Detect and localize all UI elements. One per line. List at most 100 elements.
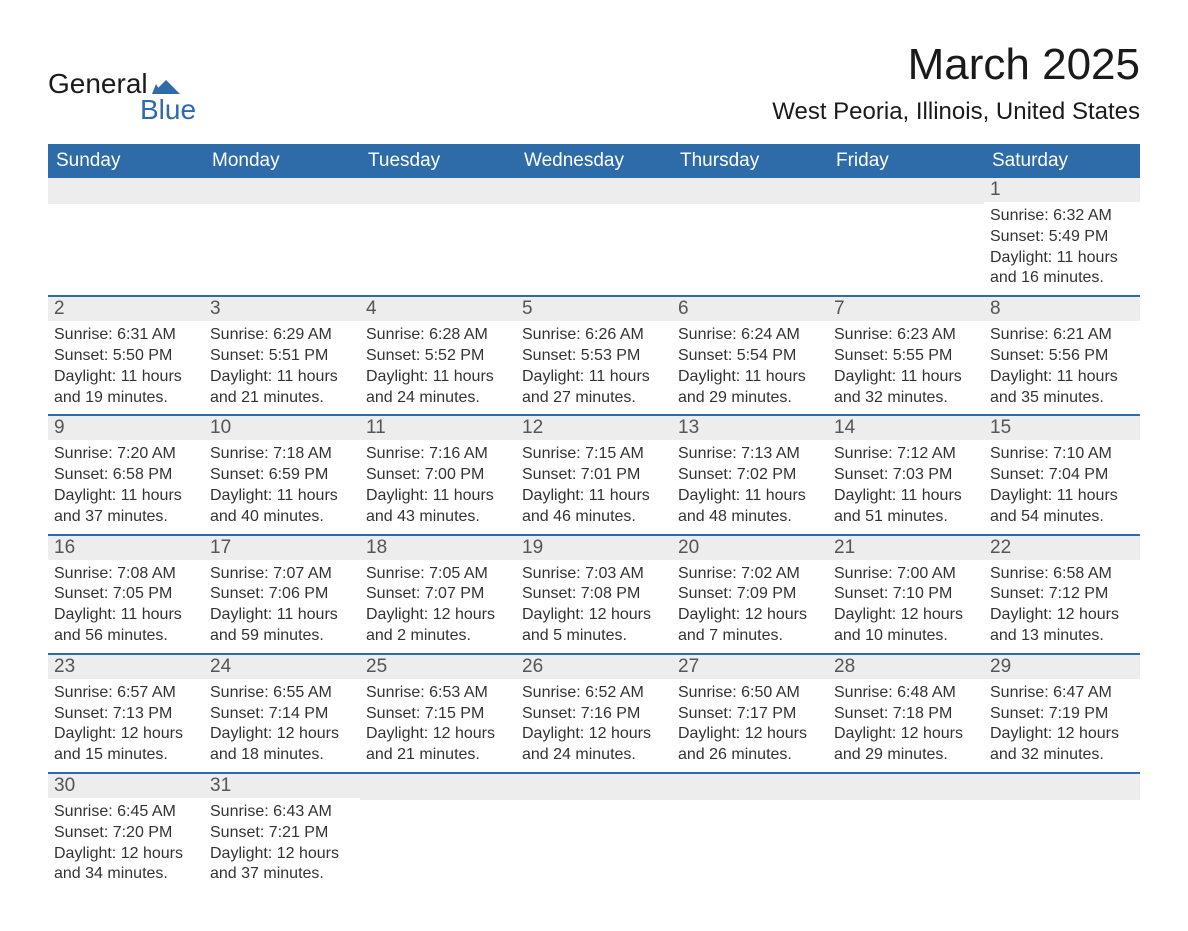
day-body: Sunrise: 6:31 AMSunset: 5:50 PMDaylight:… — [48, 321, 204, 414]
daylight-line2: and 34 minutes. — [54, 864, 198, 885]
day-body: Sunrise: 7:05 AMSunset: 7:07 PMDaylight:… — [360, 560, 516, 653]
sunrise-text: Sunrise: 6:45 AM — [54, 802, 198, 823]
day-cell: 17Sunrise: 7:07 AMSunset: 7:06 PMDayligh… — [204, 536, 360, 653]
day-cell: 4Sunrise: 6:28 AMSunset: 5:52 PMDaylight… — [360, 297, 516, 414]
sunrise-text: Sunrise: 6:57 AM — [54, 683, 198, 704]
day-cell — [984, 774, 1140, 891]
day-body: Sunrise: 7:12 AMSunset: 7:03 PMDaylight:… — [828, 440, 984, 533]
sunrise-text: Sunrise: 7:08 AM — [54, 564, 198, 585]
day-number: 14 — [828, 416, 984, 440]
day-body: Sunrise: 6:55 AMSunset: 7:14 PMDaylight:… — [204, 679, 360, 772]
sunrise-text: Sunrise: 6:52 AM — [522, 683, 666, 704]
sunrise-text: Sunrise: 7:15 AM — [522, 444, 666, 465]
sunrise-text: Sunrise: 6:58 AM — [990, 564, 1134, 585]
sunset-text: Sunset: 7:19 PM — [990, 704, 1134, 725]
day-body-empty — [204, 204, 360, 288]
day-number: 22 — [984, 536, 1140, 560]
sunrise-text: Sunrise: 6:48 AM — [834, 683, 978, 704]
day-number: 5 — [516, 297, 672, 321]
daylight-line2: and 37 minutes. — [210, 864, 354, 885]
sunrise-text: Sunrise: 7:16 AM — [366, 444, 510, 465]
day-number — [672, 774, 828, 800]
daylight-line2: and 19 minutes. — [54, 388, 198, 409]
daylight-line1: Daylight: 11 hours — [990, 486, 1134, 507]
sunset-text: Sunset: 7:05 PM — [54, 584, 198, 605]
day-cell — [672, 774, 828, 891]
sunrise-text: Sunrise: 7:18 AM — [210, 444, 354, 465]
daylight-line2: and 5 minutes. — [522, 626, 666, 647]
day-cell: 28Sunrise: 6:48 AMSunset: 7:18 PMDayligh… — [828, 655, 984, 772]
daylight-line2: and 16 minutes. — [990, 268, 1134, 289]
week-row: 30Sunrise: 6:45 AMSunset: 7:20 PMDayligh… — [48, 772, 1140, 891]
daylight-line1: Daylight: 11 hours — [54, 367, 198, 388]
day-number: 15 — [984, 416, 1140, 440]
daylight-line1: Daylight: 11 hours — [366, 367, 510, 388]
day-cell: 23Sunrise: 6:57 AMSunset: 7:13 PMDayligh… — [48, 655, 204, 772]
location-text: West Peoria, Illinois, United States — [772, 98, 1140, 126]
dow-friday: Friday — [828, 144, 984, 178]
day-number: 18 — [360, 536, 516, 560]
daylight-line2: and 46 minutes. — [522, 507, 666, 528]
daylight-line1: Daylight: 11 hours — [990, 367, 1134, 388]
daylight-line2: and 21 minutes. — [210, 388, 354, 409]
day-cell — [360, 178, 516, 295]
day-number: 17 — [204, 536, 360, 560]
day-number: 12 — [516, 416, 672, 440]
daylight-line1: Daylight: 11 hours — [54, 486, 198, 507]
daylight-line1: Daylight: 11 hours — [990, 248, 1134, 269]
sunset-text: Sunset: 7:08 PM — [522, 584, 666, 605]
day-cell — [828, 774, 984, 891]
day-number — [828, 178, 984, 204]
daylight-line1: Daylight: 12 hours — [990, 605, 1134, 626]
day-body: Sunrise: 6:29 AMSunset: 5:51 PMDaylight:… — [204, 321, 360, 414]
day-body: Sunrise: 6:50 AMSunset: 7:17 PMDaylight:… — [672, 679, 828, 772]
sunset-text: Sunset: 5:52 PM — [366, 346, 510, 367]
sunset-text: Sunset: 5:53 PM — [522, 346, 666, 367]
daylight-line1: Daylight: 11 hours — [210, 367, 354, 388]
day-body: Sunrise: 6:48 AMSunset: 7:18 PMDaylight:… — [828, 679, 984, 772]
sunrise-text: Sunrise: 6:28 AM — [366, 325, 510, 346]
daylight-line2: and 32 minutes. — [834, 388, 978, 409]
daylight-line2: and 54 minutes. — [990, 507, 1134, 528]
month-title: March 2025 — [772, 40, 1140, 90]
sunset-text: Sunset: 7:15 PM — [366, 704, 510, 725]
sunrise-text: Sunrise: 6:24 AM — [678, 325, 822, 346]
dow-sunday: Sunday — [48, 144, 204, 178]
sunset-text: Sunset: 7:12 PM — [990, 584, 1134, 605]
day-body: Sunrise: 6:43 AMSunset: 7:21 PMDaylight:… — [204, 798, 360, 891]
day-number — [828, 774, 984, 800]
day-cell: 27Sunrise: 6:50 AMSunset: 7:17 PMDayligh… — [672, 655, 828, 772]
daylight-line1: Daylight: 12 hours — [522, 724, 666, 745]
daylight-line2: and 37 minutes. — [54, 507, 198, 528]
day-body: Sunrise: 7:18 AMSunset: 6:59 PMDaylight:… — [204, 440, 360, 533]
day-cell: 29Sunrise: 6:47 AMSunset: 7:19 PMDayligh… — [984, 655, 1140, 772]
daylight-line1: Daylight: 12 hours — [678, 724, 822, 745]
day-number: 2 — [48, 297, 204, 321]
daylight-line1: Daylight: 12 hours — [210, 844, 354, 865]
daylight-line2: and 48 minutes. — [678, 507, 822, 528]
sunset-text: Sunset: 6:58 PM — [54, 465, 198, 486]
day-number: 1 — [984, 178, 1140, 202]
sunset-text: Sunset: 7:13 PM — [54, 704, 198, 725]
daylight-line1: Daylight: 11 hours — [54, 605, 198, 626]
day-body: Sunrise: 7:20 AMSunset: 6:58 PMDaylight:… — [48, 440, 204, 533]
sunset-text: Sunset: 5:51 PM — [210, 346, 354, 367]
day-number: 7 — [828, 297, 984, 321]
day-cell: 18Sunrise: 7:05 AMSunset: 7:07 PMDayligh… — [360, 536, 516, 653]
week-row: 2Sunrise: 6:31 AMSunset: 5:50 PMDaylight… — [48, 295, 1140, 414]
day-cell: 24Sunrise: 6:55 AMSunset: 7:14 PMDayligh… — [204, 655, 360, 772]
day-number — [984, 774, 1140, 800]
day-body-empty — [828, 204, 984, 288]
day-number — [204, 178, 360, 204]
day-cell — [672, 178, 828, 295]
daylight-line2: and 43 minutes. — [366, 507, 510, 528]
dow-thursday: Thursday — [672, 144, 828, 178]
daylight-line2: and 15 minutes. — [54, 745, 198, 766]
day-cell: 8Sunrise: 6:21 AMSunset: 5:56 PMDaylight… — [984, 297, 1140, 414]
daylight-line1: Daylight: 11 hours — [834, 367, 978, 388]
logo: General Blue — [48, 68, 196, 126]
day-body: Sunrise: 7:10 AMSunset: 7:04 PMDaylight:… — [984, 440, 1140, 533]
day-number: 23 — [48, 655, 204, 679]
day-cell: 26Sunrise: 6:52 AMSunset: 7:16 PMDayligh… — [516, 655, 672, 772]
day-body: Sunrise: 6:57 AMSunset: 7:13 PMDaylight:… — [48, 679, 204, 772]
